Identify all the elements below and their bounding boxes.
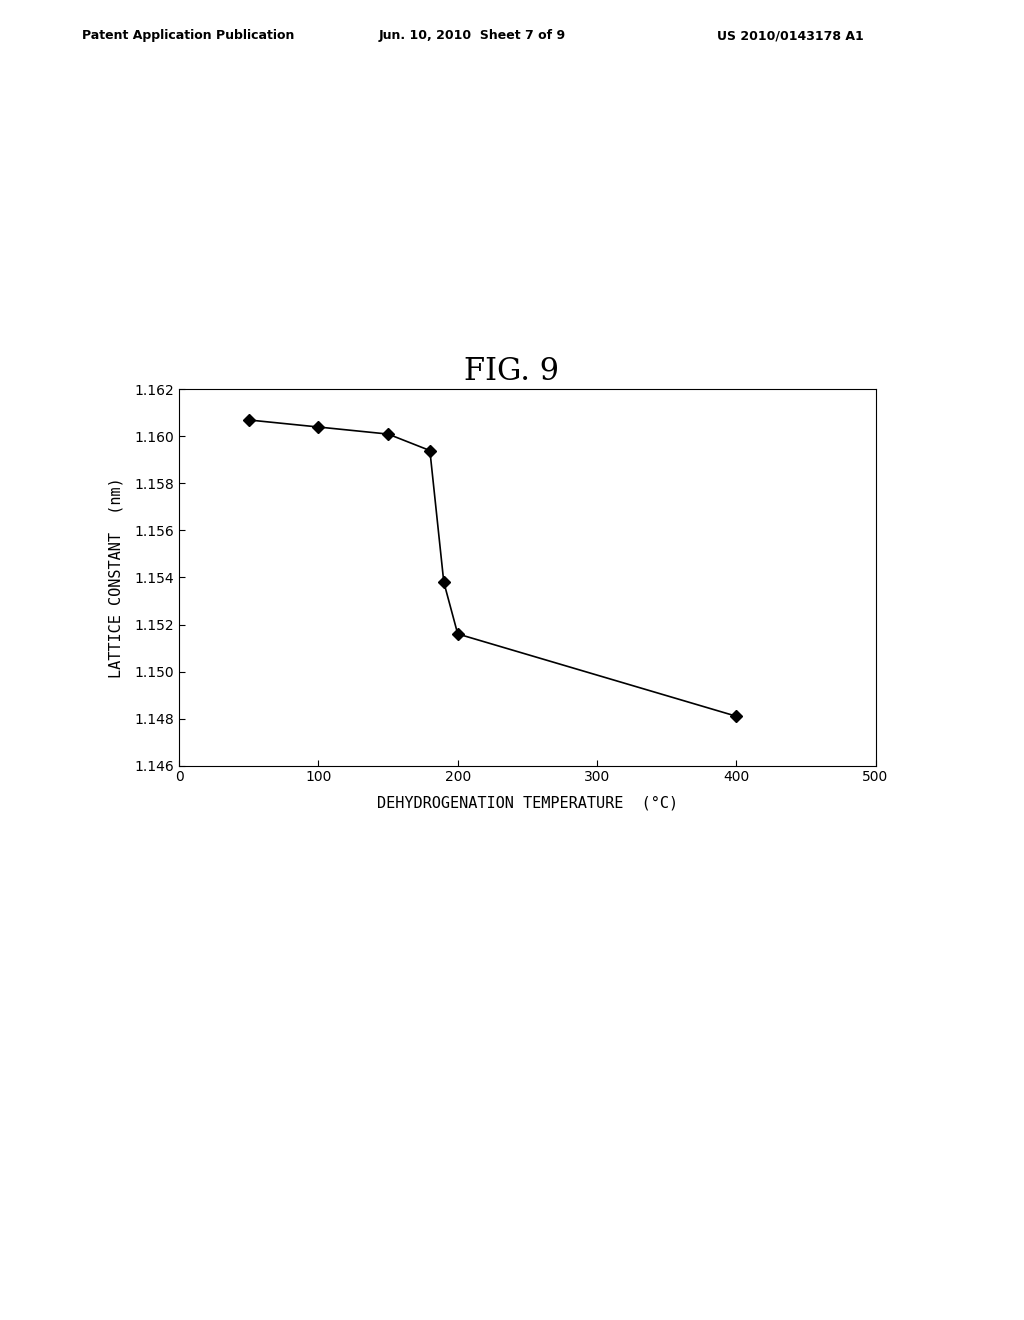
X-axis label: DEHYDROGENATION TEMPERATURE  (°C): DEHYDROGENATION TEMPERATURE (°C)	[377, 796, 678, 810]
Y-axis label: LATTICE CONSTANT  (nm): LATTICE CONSTANT (nm)	[109, 477, 124, 678]
Text: FIG. 9: FIG. 9	[465, 356, 559, 387]
Text: Jun. 10, 2010  Sheet 7 of 9: Jun. 10, 2010 Sheet 7 of 9	[379, 29, 566, 42]
Text: Patent Application Publication: Patent Application Publication	[82, 29, 294, 42]
Text: US 2010/0143178 A1: US 2010/0143178 A1	[717, 29, 863, 42]
